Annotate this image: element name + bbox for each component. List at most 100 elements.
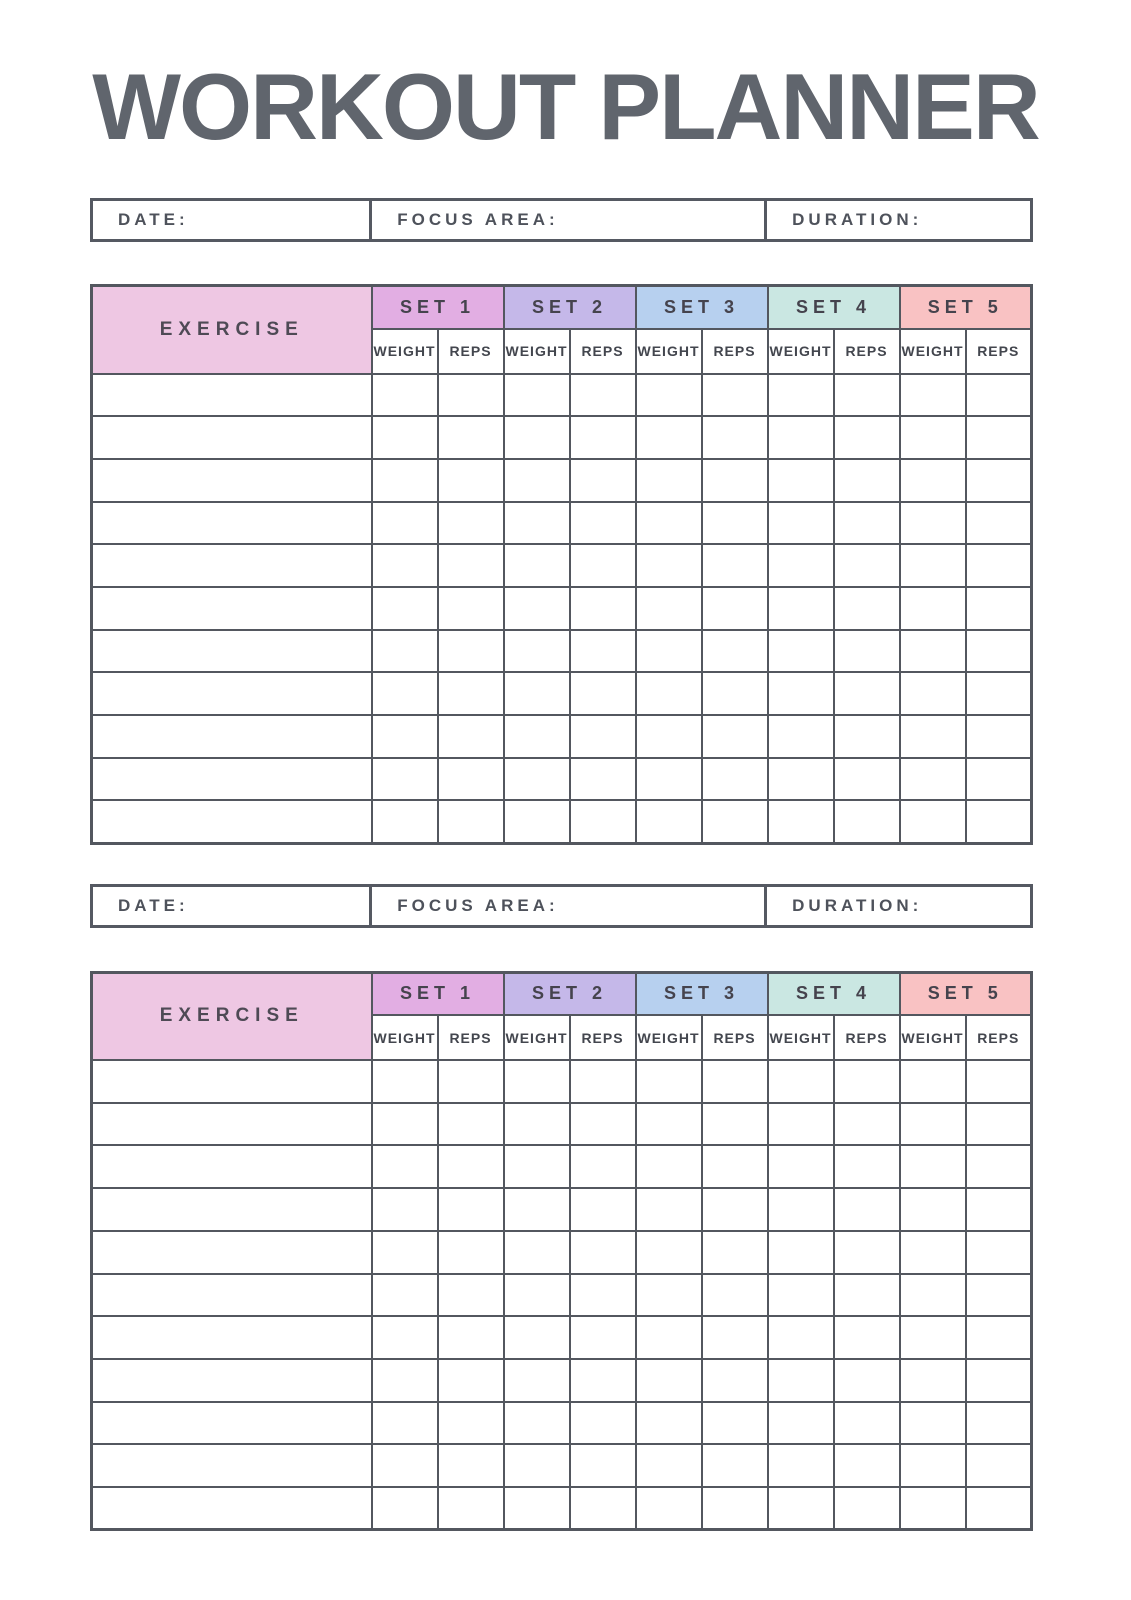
entry-cell xyxy=(634,1059,703,1104)
entry-cell xyxy=(370,1443,439,1488)
reps-header: REPS xyxy=(568,327,637,375)
exercise-row xyxy=(90,585,1033,631)
entry-cell xyxy=(436,799,505,845)
entry-cell xyxy=(634,1443,703,1488)
entry-cell xyxy=(766,1229,835,1275)
reps-header: REPS xyxy=(964,1014,1033,1062)
entry-cell xyxy=(898,1101,967,1147)
entry-cell xyxy=(700,457,769,503)
entry-cell xyxy=(436,1144,505,1190)
entry-cell xyxy=(370,1485,439,1531)
exercise-cell xyxy=(90,543,373,588)
entry-cell xyxy=(964,543,1033,588)
weight-header: WEIGHT xyxy=(370,327,439,375)
set-2-header: SET 2 xyxy=(502,284,637,330)
entry-cell xyxy=(832,628,901,674)
entry-cell xyxy=(634,1101,703,1147)
entry-cell xyxy=(964,756,1033,802)
entry-cell xyxy=(700,415,769,460)
date-label: DATE: xyxy=(118,895,189,915)
entry-cell xyxy=(964,415,1033,460)
reps-header: REPS xyxy=(436,1014,505,1062)
entry-cell xyxy=(898,500,967,546)
exercise-cell xyxy=(90,1144,373,1190)
entry-cell xyxy=(436,372,505,418)
entry-cell xyxy=(436,1485,505,1531)
entry-cell xyxy=(436,1229,505,1275)
entry-cell xyxy=(766,1443,835,1488)
set-3-header: SET 3 xyxy=(634,284,769,330)
exercise-cell xyxy=(90,415,373,460)
entry-cell xyxy=(502,1400,571,1446)
entry-cell xyxy=(700,1101,769,1147)
entry-cell xyxy=(832,1400,901,1446)
entry-cell xyxy=(502,500,571,546)
exercise-row xyxy=(90,1357,1033,1403)
entry-cell xyxy=(700,1272,769,1318)
set-header-row: EXERCISE SET 1 SET 2 SET 3 SET 4 SET 5 xyxy=(90,971,1033,1062)
entry-cell xyxy=(436,1315,505,1360)
exercise-cell xyxy=(90,671,373,716)
entry-cell xyxy=(634,714,703,759)
entry-cell xyxy=(832,372,901,418)
entry-cell xyxy=(964,714,1033,759)
entry-cell xyxy=(634,1187,703,1232)
duration-field: DURATION: xyxy=(767,201,1030,239)
reps-header: REPS xyxy=(964,327,1033,375)
duration-label: DURATION: xyxy=(792,895,923,915)
entry-cell xyxy=(436,1272,505,1318)
session-info-bar: DATE: FOCUS AREA: DURATION: xyxy=(90,883,1033,928)
entry-cell xyxy=(634,628,703,674)
set-5-header: SET 5 xyxy=(898,971,1033,1017)
entry-cell xyxy=(898,1187,967,1232)
exercise-cell xyxy=(90,457,373,503)
weight-header: WEIGHT xyxy=(502,327,571,375)
entry-cell xyxy=(502,543,571,588)
entry-cell xyxy=(568,1400,637,1446)
entry-cell xyxy=(502,1187,571,1232)
entry-cell xyxy=(832,671,901,716)
entry-cell xyxy=(436,1187,505,1232)
entry-cell xyxy=(634,500,703,546)
entry-cell xyxy=(568,1144,637,1190)
weight-reps-header-row: WEIGHT REPS WEIGHT REPS WEIGHT REPS WEIG… xyxy=(92,1014,1033,1062)
exercise-cell xyxy=(90,1443,373,1488)
weight-header: WEIGHT xyxy=(766,1014,835,1062)
entry-cell xyxy=(568,1315,637,1360)
entry-cell xyxy=(370,500,439,546)
entry-cell xyxy=(370,415,439,460)
exercise-row xyxy=(90,1400,1033,1446)
entry-cell xyxy=(832,1059,901,1104)
exercise-cell xyxy=(90,1059,373,1104)
entry-cell xyxy=(964,1443,1033,1488)
entry-cell xyxy=(370,1187,439,1232)
entry-cell xyxy=(832,1187,901,1232)
exercise-cell xyxy=(90,372,373,418)
entry-cell xyxy=(370,1059,439,1104)
entry-cell xyxy=(832,1443,901,1488)
entry-cell xyxy=(568,756,637,802)
entry-cell xyxy=(832,1485,901,1531)
entry-cell xyxy=(634,585,703,631)
entry-cell xyxy=(700,1229,769,1275)
entry-cell xyxy=(898,1229,967,1275)
exercise-row xyxy=(90,415,1033,460)
entry-cell xyxy=(502,756,571,802)
exercise-cell xyxy=(90,1315,373,1360)
entry-cell xyxy=(700,1187,769,1232)
exercise-cell xyxy=(90,628,373,674)
entry-cell xyxy=(766,714,835,759)
entry-cell xyxy=(436,1357,505,1403)
entry-cell xyxy=(634,1144,703,1190)
entry-cell xyxy=(898,372,967,418)
reps-header: REPS xyxy=(832,327,901,375)
entry-cell xyxy=(436,543,505,588)
entry-cell xyxy=(964,1400,1033,1446)
exercise-cell xyxy=(90,714,373,759)
entry-cell xyxy=(766,671,835,716)
exercise-row xyxy=(90,714,1033,759)
entry-cell xyxy=(502,1272,571,1318)
weight-header: WEIGHT xyxy=(370,1014,439,1062)
set-2-header: SET 2 xyxy=(502,971,637,1017)
entry-cell xyxy=(766,756,835,802)
